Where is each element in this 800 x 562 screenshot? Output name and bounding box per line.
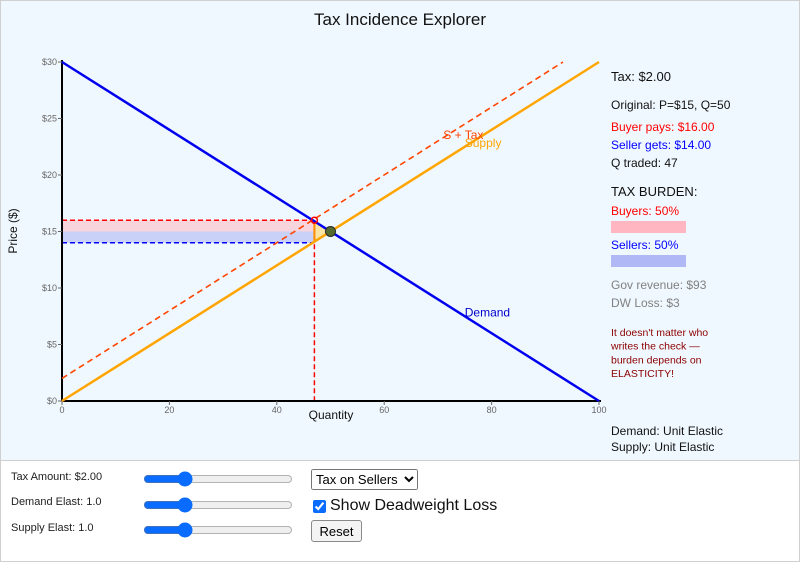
tax-side-select[interactable]: Tax on Sellers [311, 469, 418, 490]
x-axis-label: Quantity [309, 408, 354, 422]
y-tick-label: $20 [42, 170, 57, 180]
chart-title: Tax Incidence Explorer [314, 10, 486, 29]
x-tick-label: 80 [487, 405, 497, 415]
supply-elasticity-slider[interactable] [143, 524, 293, 536]
tax-incidence-chart: Tax Incidence Explorer 0 20 40 60 80 100 $0 $5 $1… [6, 10, 731, 454]
info-tax-amount: Tax: $2.00 [611, 69, 671, 84]
new-equilibrium-point [310, 216, 319, 224]
y-tick-label: $5 [47, 340, 57, 350]
seller-burden-area [62, 231, 315, 243]
info-deadweight-loss: DW Loss: $3 [611, 296, 680, 310]
deadweight-loss-toggle[interactable]: Show Deadweight Loss [313, 495, 497, 517]
series-label-demand: Demand [465, 305, 510, 319]
info-note-line: burden depends on [611, 354, 702, 366]
info-buyers-share: Buyers: 50% [611, 204, 679, 218]
demand-elasticity-slider[interactable] [143, 499, 293, 511]
tax-amount-slider[interactable] [143, 473, 293, 485]
y-tick-label: $10 [42, 283, 57, 293]
info-gov-revenue: Gov revenue: $93 [611, 278, 707, 292]
supply-elasticity-label: Supply Elast: 1.0 [11, 522, 94, 534]
y-tick-label: $30 [42, 57, 57, 67]
x-tick-label: 60 [379, 405, 389, 415]
series-line-s-tax [61, 61, 564, 380]
info-buyer-pays: Buyer pays: $16.00 [611, 120, 715, 134]
original-equilibrium-point [325, 226, 336, 237]
buyers-share-bar [611, 221, 686, 233]
tax-amount-label: Tax Amount: $2.00 [11, 471, 103, 483]
x-tick-label: 40 [272, 405, 282, 415]
info-sellers-share: Sellers: 50% [611, 238, 679, 252]
x-tick-label: 100 [591, 405, 606, 415]
x-tick-label: 0 [59, 405, 64, 415]
deadweight-loss-label: Show Deadweight Loss [330, 497, 498, 514]
info-seller-gets: Seller gets: $14.00 [611, 138, 711, 152]
deadweight-loss-checkbox[interactable] [313, 499, 326, 513]
buyer-burden-area [62, 220, 315, 232]
info-demand-type: Demand: Unit Elastic [611, 424, 723, 438]
sellers-share-bar [611, 255, 686, 267]
info-original-equilibrium: Original: P=$15, Q=50 [611, 98, 731, 112]
demand-elasticity-label: Demand Elast: 1.0 [11, 496, 102, 508]
series-label-supply: Supply [465, 136, 502, 150]
reset-button[interactable]: Reset [311, 520, 362, 542]
series-label-s-tax: S + Tax [443, 128, 483, 142]
y-tick-label: $25 [42, 114, 57, 124]
info-burden-heading: TAX BURDEN: [611, 184, 697, 199]
x-tick-label: 20 [164, 405, 174, 415]
info-note-line: ELASTICITY! [611, 368, 674, 380]
deadweight-loss-area [314, 220, 331, 243]
info-note-line: writes the check — [610, 341, 700, 353]
y-axis-label: Price ($) [6, 208, 20, 253]
y-tick-label: $0 [47, 396, 57, 406]
control-panel: Tax Amount: $2.00 Demand Elast: 1.0 Supp… [1, 461, 799, 561]
chart-panel: Tax Incidence Explorer 0 20 40 60 80 100 $0 $5 $1… [1, 1, 799, 461]
y-tick-label: $15 [42, 227, 57, 237]
info-supply-type: Supply: Unit Elastic [611, 440, 714, 454]
info-quantity-traded: Q traded: 47 [611, 156, 678, 170]
info-note-line: It doesn't matter who [611, 327, 708, 339]
